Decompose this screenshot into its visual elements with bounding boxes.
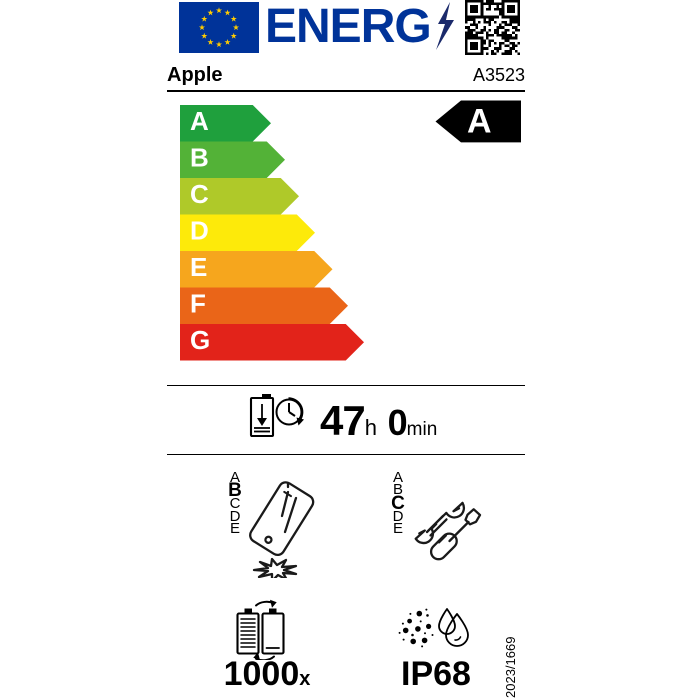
- svg-text:A: A: [467, 103, 492, 141]
- svg-text:G: G: [190, 325, 210, 355]
- svg-text:F: F: [190, 289, 206, 319]
- svg-text:A: A: [190, 106, 209, 136]
- svg-text:E: E: [190, 252, 207, 282]
- svg-text:B: B: [190, 143, 209, 173]
- svg-text:C: C: [190, 179, 209, 209]
- svg-text:D: D: [190, 216, 209, 246]
